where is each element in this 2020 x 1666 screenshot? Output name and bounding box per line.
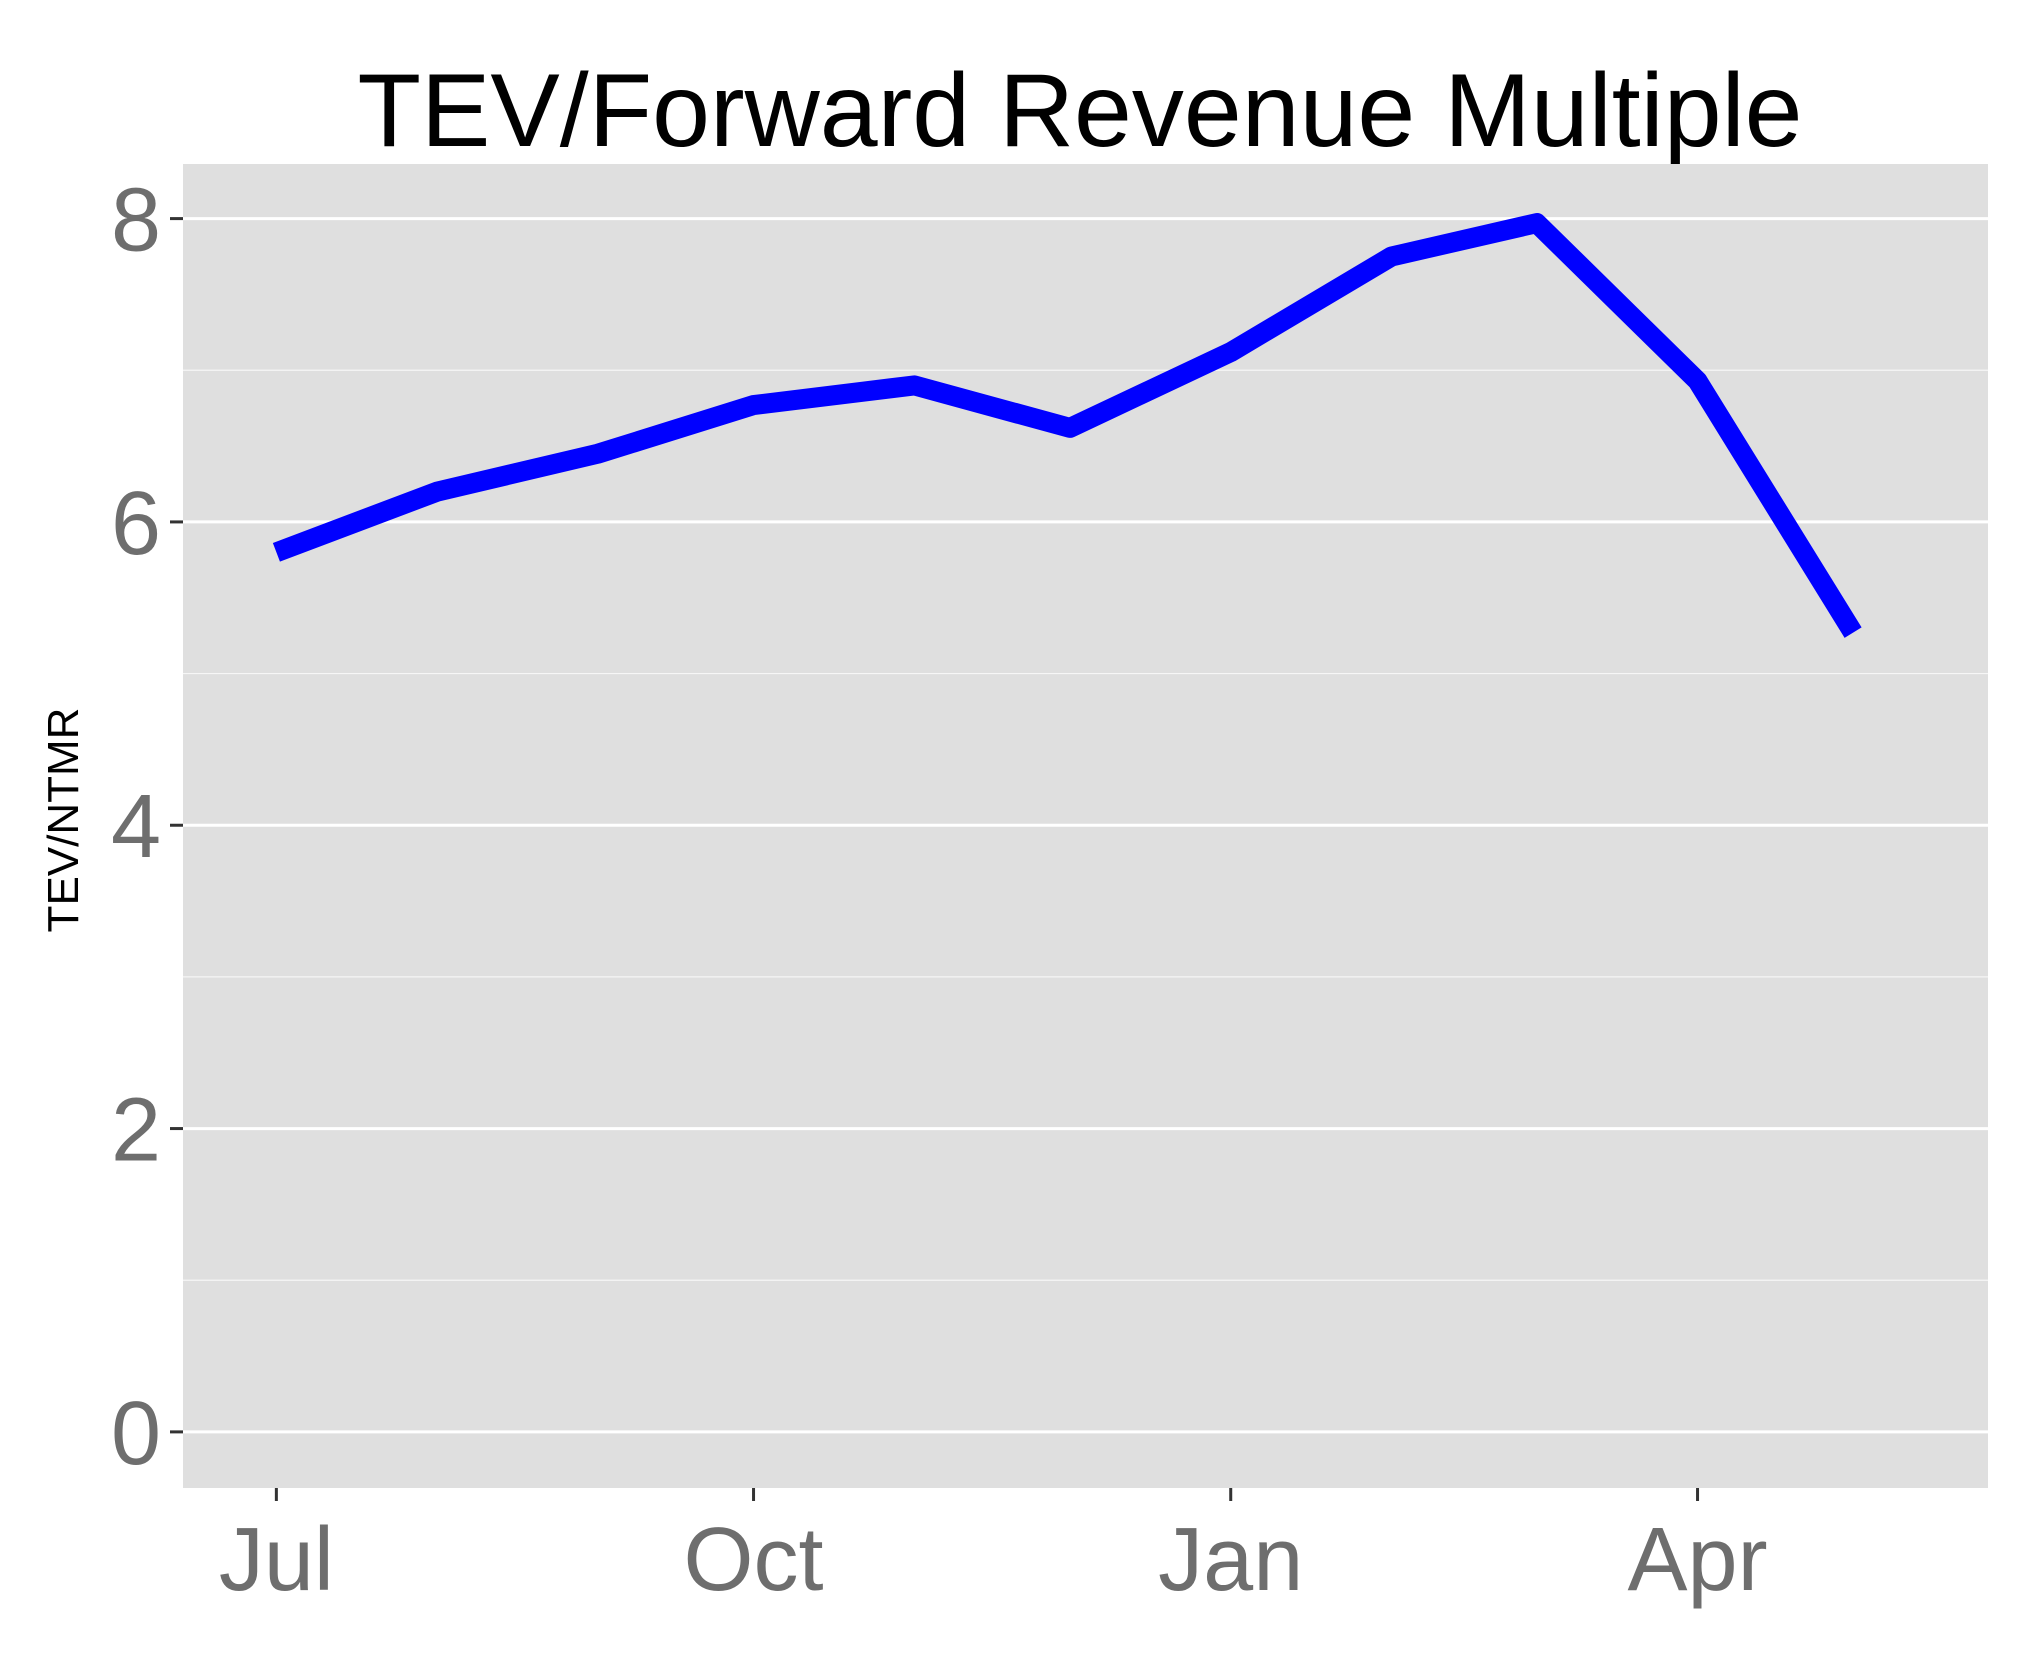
y-tick-label: 8 <box>111 171 161 271</box>
series-line <box>272 213 1862 638</box>
axes: 0 2 4 6 8 Jul Oct Jan Apr <box>111 171 1768 1610</box>
y-tick-label: 6 <box>111 474 161 574</box>
chart-title: TEV/Forward Revenue Multiple <box>357 53 1802 169</box>
gridlines <box>183 217 1988 1434</box>
y-axis-title: TEV/NTMR <box>39 708 88 933</box>
x-tick-label: Jul <box>219 1510 334 1610</box>
x-tick-label: Apr <box>1628 1510 1768 1610</box>
y-tick-label: 0 <box>111 1384 161 1484</box>
y-tick-label: 2 <box>111 1081 161 1181</box>
series-layer <box>272 213 1862 638</box>
x-tick-label: Oct <box>684 1510 824 1610</box>
y-tick-label: 4 <box>111 777 161 877</box>
x-tick-label: Jan <box>1158 1510 1303 1610</box>
